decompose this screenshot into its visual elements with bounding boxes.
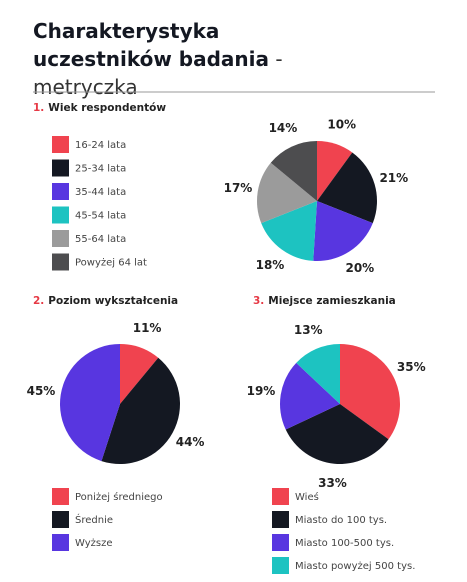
legend-swatch [52,206,69,224]
value-label: 21% [379,171,408,185]
value-label: 14% [269,121,298,135]
chart-number: 1. [33,102,44,114]
pie-slice [101,357,181,464]
pie-slice [317,152,377,224]
value-label: 11% [133,321,162,335]
value-label: 33% [318,476,347,490]
pie-slice [279,362,340,430]
legend-swatch [52,511,69,528]
chart-number: 2. [33,295,44,307]
legend-swatch [52,230,69,247]
value-label: 10% [327,117,356,131]
legend-swatch [272,511,289,528]
legend-swatch [52,253,69,271]
pie-slice [261,201,317,261]
value-label: 18% [256,258,285,272]
pie-slice [296,344,340,404]
legend-label: Wyższe [75,538,113,549]
value-label: 13% [294,323,323,337]
legend-label: Miasto do 100 tys. [295,515,387,526]
pie-slice [60,344,120,462]
value-label: 44% [176,435,205,449]
legend-label: Miasto 100-500 tys. [295,538,394,549]
legend-label: 35-44 lata [75,187,126,198]
legend-label: 25-34 lata [75,164,126,175]
legend-label: Poniżej średniego [75,491,163,503]
legend-label: Średnie [75,513,113,526]
legend-label: 16-24 lata [75,140,126,151]
legend-swatch [272,557,289,574]
legend-swatch [272,488,289,505]
pie-slice [313,201,373,261]
chart-title: 1. Wiek respondentów [33,102,166,114]
value-label: 35% [397,360,426,374]
chart-title-text: Wiek respondentów [48,102,166,114]
page-title: Charakterystyka uczestników badania - me… [33,17,353,101]
legend-label: 55-64 lata [75,234,126,245]
legend-swatch [52,183,69,200]
legend-label: Wieś [295,491,319,503]
legend-label: 45-54 lata [75,211,126,222]
title: Charakterystyka uczestników badania [33,19,270,71]
legend-swatch [52,136,69,153]
pie-slice [270,141,317,201]
pie-slice [340,344,400,440]
value-label: 45% [27,384,56,398]
legend-swatch [52,488,69,505]
legend-label: Powyżej 64 lat [75,258,147,269]
pie-slice [285,404,389,465]
chart-title: 3. Miejsce zamieszkania [253,295,396,307]
chart-title-text: Miejsce zamieszkania [268,295,395,307]
pie-slice [256,162,317,224]
legend-swatch [272,534,289,551]
subtitle: - metryczka [33,47,283,99]
chart-number: 3. [253,295,264,307]
value-label: 19% [247,384,276,398]
legend-swatch [52,534,69,551]
value-label: 17% [224,181,253,195]
legend-label: Miasto powyżej 500 tys. [295,561,415,572]
chart-title-text: Poziom wykształcenia [48,295,178,307]
value-label: 20% [345,261,374,275]
legend-swatch [52,159,69,177]
chart-title: 2. Poziom wykształcenia [33,295,178,307]
pie-slice [317,141,353,201]
pie-slice [120,344,159,404]
